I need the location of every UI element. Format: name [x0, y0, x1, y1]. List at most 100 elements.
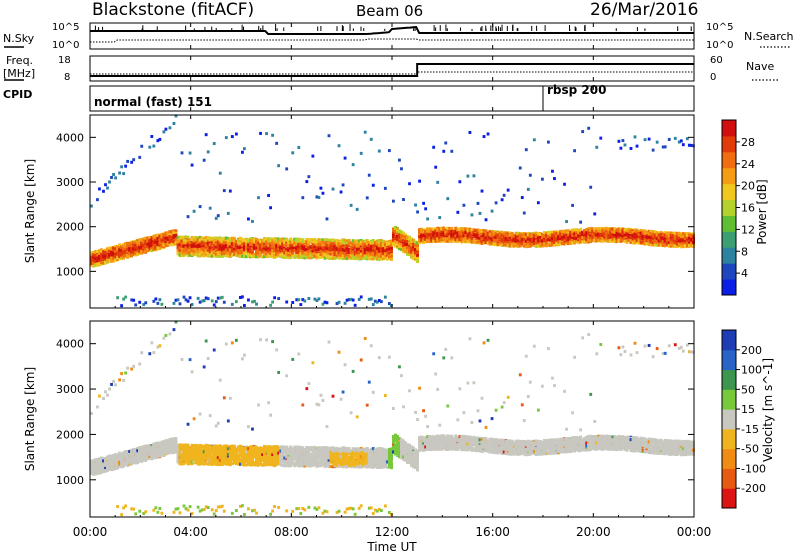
power-cell: [178, 236, 182, 240]
power-cell: [269, 303, 272, 307]
n-search-label: N.Search: [744, 30, 794, 43]
power-cell: [156, 240, 160, 244]
power-cell: [285, 242, 289, 246]
power-cell: [228, 245, 232, 249]
freq-right-tick-top: 60: [710, 55, 723, 66]
power-cell: [226, 241, 230, 245]
power-cell: [134, 247, 138, 251]
power-cell: [130, 240, 134, 244]
power-cell: [182, 295, 186, 299]
power-cell: [329, 247, 333, 251]
power-cell: [182, 237, 186, 241]
power-cell: [100, 255, 103, 259]
power-cell: [257, 196, 260, 200]
power-cell: [283, 253, 287, 257]
power-cell: [287, 240, 291, 244]
power-cell: [275, 255, 279, 259]
power-cell: [216, 242, 220, 246]
power-cell: [369, 297, 373, 301]
power-cell: [311, 245, 315, 249]
freq-left-tick-bottom: 8: [64, 72, 70, 83]
power-cell: [329, 243, 333, 247]
power-cell: [325, 217, 329, 221]
power-cell: [311, 238, 315, 242]
power-cell: [273, 252, 277, 256]
power-cell: [289, 240, 293, 244]
power-cell: [359, 295, 363, 299]
n-sky-spikes: [94, 24, 692, 31]
power-cell: [234, 243, 238, 247]
power-cell: [118, 252, 121, 256]
power-cell: [281, 249, 285, 253]
power-cell: [255, 246, 258, 250]
power-cell: [277, 241, 281, 245]
power-cell: [313, 240, 317, 244]
power-cell: [206, 150, 210, 154]
power-cell: [160, 302, 164, 306]
power-cell: [335, 241, 339, 245]
power-cell: [212, 238, 216, 242]
power-cell: [224, 244, 228, 248]
power-cell: [293, 245, 297, 249]
power-cell: [261, 250, 264, 254]
power-cell: [196, 253, 200, 257]
power-cell: [269, 244, 272, 248]
power-cell: [287, 253, 291, 257]
power-cell: [295, 298, 299, 302]
power-cell: [198, 236, 202, 240]
power-cell: [277, 247, 281, 251]
power-cell: [200, 253, 204, 257]
power-cell: [104, 183, 107, 187]
power-cell: [261, 244, 264, 248]
power-cell: [319, 249, 323, 253]
power-cell: [392, 199, 395, 203]
power-cell: [214, 248, 218, 252]
power-cell: [273, 296, 277, 300]
power-cell: [327, 256, 331, 260]
power-cell: [114, 250, 117, 254]
power-cell: [158, 241, 162, 245]
power-cell: [301, 251, 305, 255]
power-cell: [132, 252, 136, 256]
power-cell: [265, 237, 268, 241]
power-cell: [124, 249, 128, 253]
power-cell: [247, 241, 250, 245]
power-cell: [253, 246, 256, 250]
power-cell: [315, 247, 319, 251]
nave-label: Nave: [746, 60, 774, 73]
power-cell: [120, 253, 124, 257]
power-cell: [245, 245, 248, 249]
power-cell: [184, 251, 188, 255]
power-cell: [371, 303, 375, 307]
power-cell: [154, 238, 158, 242]
power-cell: [102, 189, 105, 193]
power-cell: [176, 237, 180, 241]
power-cell: [118, 246, 121, 250]
power-cell: [202, 238, 206, 242]
power-cell: [180, 251, 184, 255]
power-cell: [92, 258, 95, 262]
power-cell: [110, 256, 113, 260]
power-cell: [238, 296, 242, 300]
power-cell: [365, 196, 369, 200]
power-cell: [130, 249, 134, 253]
power-cell: [303, 256, 307, 260]
power-cell: [196, 236, 200, 240]
power-cell: [323, 256, 327, 260]
power-cell: [273, 238, 277, 242]
power-cell: [170, 232, 174, 236]
power-cell: [313, 254, 317, 258]
power-cell: [230, 247, 234, 251]
power-cell: [261, 247, 264, 251]
power-cell: [323, 247, 327, 251]
power-cell: [140, 249, 144, 253]
power-cell: [218, 236, 222, 240]
power-cell: [156, 247, 160, 251]
power-cell: [275, 244, 279, 248]
power-cell: [168, 234, 172, 238]
cpid-segment-normal: normal (fast) 151: [94, 95, 212, 109]
power-cell: [245, 251, 248, 255]
power-cell: [311, 240, 315, 244]
power-cell: [206, 244, 210, 248]
